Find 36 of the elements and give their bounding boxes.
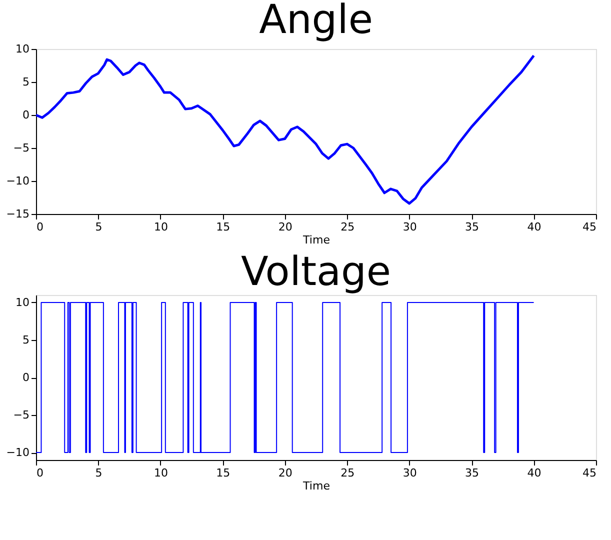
x-tick-label: 5 <box>95 466 102 480</box>
y-tick-label: 0 <box>22 108 30 122</box>
y-tick-label: −15 <box>6 208 30 220</box>
chart-title: Angle <box>259 0 373 43</box>
x-axis-title: Time <box>302 234 330 246</box>
x-tick-label: 0 <box>36 220 44 234</box>
x-tick-label: 40 <box>527 466 542 480</box>
line-series <box>36 54 536 205</box>
x-axis-title: Time <box>302 480 330 492</box>
y-tick-label: 5 <box>22 76 30 88</box>
x-tick-label: 25 <box>340 466 355 480</box>
x-tick-label: 20 <box>278 466 292 480</box>
y-tick-label: −5 <box>13 142 30 154</box>
x-tick-label: 15 <box>216 220 230 234</box>
x-tick-label: 40 <box>527 220 542 234</box>
x-tick-label: 45 <box>582 220 596 234</box>
x-tick-label: 10 <box>154 220 168 234</box>
x-tick-label: 0 <box>36 466 44 480</box>
y-tick-label: −5 <box>13 408 30 422</box>
y-tick-label: −10 <box>6 446 30 459</box>
x-tick-label: 30 <box>402 466 417 480</box>
y-tick-label: 10 <box>16 42 30 56</box>
y-tick-label: −10 <box>6 174 30 188</box>
x-tick-label: 35 <box>465 220 480 234</box>
y-tick-label: 5 <box>22 334 30 346</box>
chart-title: Voltage <box>240 249 392 295</box>
x-tick-label: 25 <box>340 220 355 234</box>
x-tick-label: 45 <box>582 466 596 480</box>
x-tick-label: 20 <box>278 220 292 234</box>
x-tick-label: 35 <box>465 466 480 480</box>
x-tick-label: 10 <box>154 466 168 480</box>
x-tick-label: 5 <box>95 220 102 234</box>
x-tick-label: 15 <box>216 466 230 480</box>
y-tick-label: 10 <box>16 296 30 309</box>
y-tick-label: 0 <box>22 371 30 384</box>
x-tick-label: 30 <box>402 220 417 234</box>
